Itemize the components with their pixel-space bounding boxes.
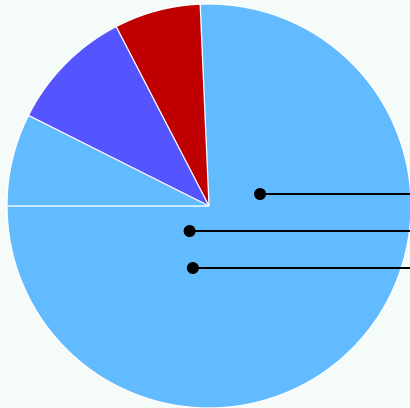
pie-slice-3 [27, 26, 210, 207]
callout-dot-2 [183, 225, 196, 237]
pie-slice-4 [6, 114, 210, 207]
pie-slices [6, 3, 410, 408]
callout-leaders [183, 188, 410, 274]
callout-dot-1 [254, 188, 267, 200]
callout-dot-3 [186, 262, 199, 274]
